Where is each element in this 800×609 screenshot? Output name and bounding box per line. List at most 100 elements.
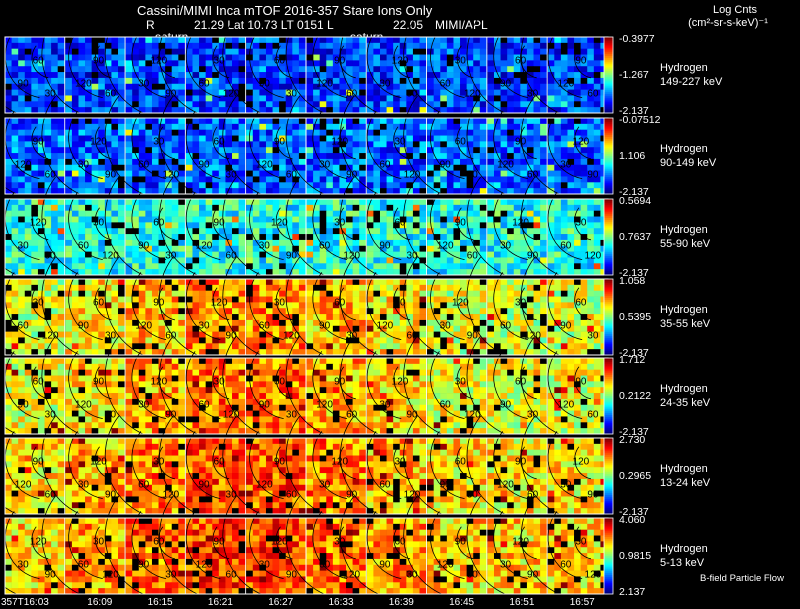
heatmap-cell xyxy=(513,284,521,291)
heatmap-cell xyxy=(513,158,521,166)
heatmap-cell xyxy=(326,54,334,61)
heatmap-cell xyxy=(218,164,226,171)
heatmap-cell xyxy=(466,251,474,258)
heatmap-cell xyxy=(560,290,568,297)
heatmap-cell xyxy=(466,349,474,356)
heatmap-cell xyxy=(507,199,515,206)
heatmap-cell xyxy=(265,42,273,49)
heatmap-cell xyxy=(11,135,19,142)
heatmap-cell xyxy=(24,337,32,344)
heatmap-cell xyxy=(487,135,495,142)
heatmap-cell xyxy=(292,129,300,136)
heatmap-cell xyxy=(218,66,226,73)
heatmap-cell xyxy=(125,279,133,286)
heatmap-cell xyxy=(379,290,387,297)
heatmap-cell xyxy=(218,129,226,136)
heatmap-cell xyxy=(279,251,287,258)
heatmap-cell xyxy=(199,319,206,327)
heatmap-cell xyxy=(31,210,39,217)
heatmap-cell xyxy=(246,284,254,291)
heatmap-cell xyxy=(212,129,220,136)
heatmap-cell xyxy=(446,141,454,148)
heatmap-cell xyxy=(246,279,254,286)
contour-label: 90 xyxy=(455,218,467,229)
heatmap-cell xyxy=(192,279,200,286)
heatmap-cell xyxy=(85,284,92,291)
contour-line xyxy=(275,126,293,160)
heatmap-cell xyxy=(132,141,140,148)
heatmap-cell xyxy=(132,199,140,206)
heatmap-cell xyxy=(393,89,401,96)
heatmap-cell xyxy=(151,118,159,125)
heatmap-cell xyxy=(399,158,407,166)
heatmap-cell xyxy=(533,331,541,338)
heatmap-cell xyxy=(71,296,79,303)
heatmap-cell xyxy=(487,188,495,195)
heatmap-cell xyxy=(406,279,414,286)
heatmap-cell xyxy=(111,129,119,136)
heatmap-cell xyxy=(192,83,200,90)
heatmap-cell xyxy=(24,182,32,189)
colorbar-swatch xyxy=(604,223,613,226)
heatmap-cell xyxy=(104,48,112,55)
heatmap-cell xyxy=(24,234,32,241)
heatmap-cell xyxy=(373,118,381,125)
heatmap-cell xyxy=(272,204,280,211)
heatmap-cell xyxy=(487,216,495,223)
heatmap-cell xyxy=(379,153,387,160)
heatmap-cell xyxy=(513,188,521,195)
heatmap-cell xyxy=(178,199,186,206)
heatmap-cell xyxy=(171,176,179,183)
contour-label: 90 xyxy=(286,250,298,261)
colorbar-swatch xyxy=(604,97,613,101)
heatmap-cell xyxy=(574,284,581,291)
heatmap-cell xyxy=(145,182,153,189)
heatmap-cell xyxy=(352,239,360,247)
heatmap-cell xyxy=(205,147,213,154)
heatmap-cell xyxy=(393,251,401,258)
heatmap-cell xyxy=(574,251,581,258)
contour-label: 30 xyxy=(394,137,406,148)
heatmap-cell xyxy=(460,204,467,211)
heatmap-cell xyxy=(118,290,125,297)
heatmap-cell xyxy=(366,48,374,55)
heatmap-cell xyxy=(560,83,568,90)
heatmap-cell xyxy=(554,269,562,276)
heatmap-cell xyxy=(554,83,562,90)
heatmap-cell xyxy=(446,77,454,85)
heatmap-cell xyxy=(366,269,374,276)
heatmap-cell xyxy=(65,337,73,344)
heatmap-cell xyxy=(453,141,461,148)
heatmap-cell xyxy=(460,66,467,73)
heatmap-cell xyxy=(199,123,206,130)
heatmap-cell xyxy=(91,331,99,338)
heatmap-cell xyxy=(279,343,287,350)
heatmap-cell xyxy=(57,314,65,321)
heatmap-cell xyxy=(5,228,12,235)
heatmap-cell xyxy=(111,239,119,247)
heatmap-cell xyxy=(85,308,92,315)
heatmap-cell xyxy=(574,42,581,49)
heatmap-cell xyxy=(225,42,233,49)
heatmap-cell xyxy=(500,279,508,286)
heatmap-cell xyxy=(44,290,52,297)
heatmap-cell xyxy=(18,60,26,67)
heatmap-cell xyxy=(313,302,320,309)
heatmap-cell xyxy=(379,123,387,130)
heatmap-cell xyxy=(326,141,334,148)
heatmap-cell xyxy=(446,325,454,332)
heatmap-cell xyxy=(520,60,528,67)
heatmap-cell xyxy=(218,123,226,130)
heatmap-cell xyxy=(199,204,206,211)
heatmap-cell xyxy=(466,337,474,344)
heatmap-cell xyxy=(446,176,454,183)
heatmap-cell xyxy=(138,118,146,125)
heatmap-cell xyxy=(292,164,300,171)
heatmap-cell xyxy=(373,141,381,148)
heatmap-cell xyxy=(18,216,26,223)
heatmap-cell xyxy=(399,37,407,44)
heatmap-cell xyxy=(326,210,334,217)
heatmap-cell xyxy=(199,153,206,160)
heatmap-cell xyxy=(386,164,394,171)
heatmap-cell xyxy=(279,234,287,241)
